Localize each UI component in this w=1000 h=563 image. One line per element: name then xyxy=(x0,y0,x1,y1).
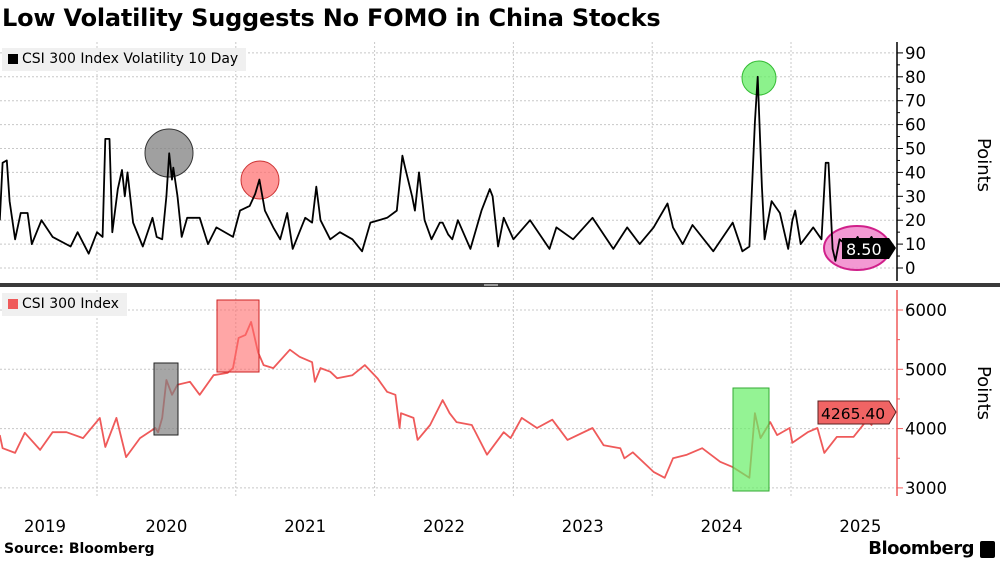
index-y-tick-label: 3000 xyxy=(905,479,947,498)
volatility-legend: CSI 300 Index Volatility 10 Day xyxy=(2,48,247,71)
index-y-axis-label: Points xyxy=(973,366,994,420)
axis-ticks: 0 10 20 30 40 50 60 70 80 90 3000 4000 5000 6000 2019 2… xyxy=(24,44,947,536)
volatility-y-tick-label: 70 xyxy=(905,92,926,111)
volatility-y-tick-label: 20 xyxy=(905,211,926,230)
panel-resize-handle[interactable] xyxy=(484,284,498,286)
index-y-tick-label: 4000 xyxy=(905,420,947,439)
legend-swatch-index xyxy=(8,299,18,309)
bloomberg-logo: Bloomberg xyxy=(868,538,974,559)
volatility-y-tick-label: 60 xyxy=(905,116,926,135)
volatility-last-value-badge: 8.50 xyxy=(842,238,896,259)
highlight-box-overlays xyxy=(153,299,770,492)
volatility-y-tick-label: 0 xyxy=(905,259,916,278)
index-y-tick-label: 6000 xyxy=(905,301,947,320)
volatility-y-axis-label: Points xyxy=(973,138,994,192)
volatility-y-tick-label: 50 xyxy=(905,140,926,159)
red-highlight-box xyxy=(216,299,260,373)
x-tick-label: 2020 xyxy=(145,517,187,536)
volatility-y-tick-label: 10 xyxy=(905,235,926,254)
bloomberg-chart-icon xyxy=(980,541,995,558)
legend-label-index: CSI 300 Index xyxy=(22,296,119,312)
source-note: Source: Bloomberg xyxy=(4,541,155,557)
volatility-y-tick-label: 80 xyxy=(905,68,926,87)
volatility-y-tick-label: 90 xyxy=(905,44,926,63)
panel-divider[interactable] xyxy=(0,283,1000,287)
chart-title: Low Volatility Suggests No FOMO in China… xyxy=(2,4,661,32)
volatility-series-line xyxy=(0,75,878,262)
index-gridlines xyxy=(0,290,897,496)
x-tick-label: 2023 xyxy=(562,517,604,536)
x-tick-label: 2025 xyxy=(839,517,881,536)
index-last-value: 4265.40 xyxy=(821,405,885,423)
volatility-y-tick-label: 40 xyxy=(905,163,926,182)
legend-swatch-volatility xyxy=(8,54,18,64)
x-tick-label: 2019 xyxy=(24,517,66,536)
x-tick-label: 2024 xyxy=(701,517,743,536)
legend-label-volatility: CSI 300 Index Volatility 10 Day xyxy=(22,51,239,67)
volatility-last-value: 8.50 xyxy=(846,240,882,259)
highlight-annotations xyxy=(144,60,891,271)
index-y-tick-label: 5000 xyxy=(905,360,947,379)
x-tick-label: 2021 xyxy=(284,517,326,536)
green-highlight-box xyxy=(732,387,770,492)
index-last-value-badge: 4265.40 xyxy=(817,400,897,425)
x-tick-label: 2022 xyxy=(423,517,465,536)
volatility-y-tick-label: 30 xyxy=(905,187,926,206)
index-legend: CSI 300 Index xyxy=(2,293,127,316)
gray-highlight-box xyxy=(153,362,179,436)
